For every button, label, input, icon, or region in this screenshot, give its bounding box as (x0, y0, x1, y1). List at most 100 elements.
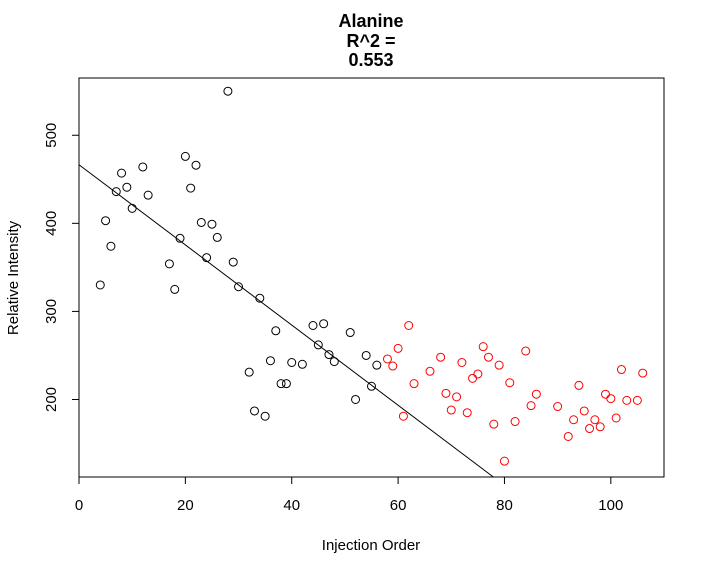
data-point-series-1 (196, 217, 206, 227)
data-point-series-1 (117, 168, 127, 178)
data-point-series-1 (345, 328, 355, 338)
data-point-series-2 (473, 369, 483, 379)
data-point-series-2 (409, 379, 419, 389)
data-point-series-1 (186, 183, 196, 193)
data-point-series-2 (425, 366, 435, 376)
data-point-series-2 (452, 392, 462, 402)
data-point-series-1 (313, 340, 323, 350)
data-point-series-1 (260, 411, 270, 421)
data-point-series-2 (382, 354, 392, 364)
title-line-1: Alanine (338, 11, 403, 31)
regression-line-group (78, 164, 494, 478)
data-point-series-2 (622, 395, 632, 405)
data-point-series-1 (202, 253, 212, 263)
data-point-series-1 (223, 86, 233, 96)
data-point-series-2 (478, 342, 488, 352)
data-point-series-1 (361, 350, 371, 360)
y-axis: 200 300 400 500 (43, 123, 80, 412)
x-axis-label: Injection Order (322, 537, 420, 554)
x-tick-label: 100 (598, 497, 623, 514)
data-point-series-1 (212, 232, 222, 242)
data-point-series-1 (175, 233, 185, 243)
data-point-series-1 (106, 241, 116, 251)
y-tick-label: 400 (43, 211, 60, 236)
data-point-series-1 (170, 284, 180, 294)
data-point-series-2 (601, 389, 610, 399)
data-point-series-2 (398, 411, 408, 421)
data-point-series-1 (95, 280, 105, 290)
data-point-series-2 (563, 431, 573, 441)
regression-line (78, 164, 494, 478)
data-point-series-1 (111, 187, 121, 197)
y-tick-label: 200 (43, 387, 60, 412)
title-line-2: R^2 = (346, 31, 395, 51)
data-point-series-2 (526, 401, 536, 411)
data-point-series-2 (462, 408, 472, 418)
data-point-series-2 (585, 424, 595, 434)
data-point-series-1 (329, 357, 339, 367)
data-point-series-2 (569, 415, 579, 425)
data-point-series-2 (393, 343, 403, 353)
data-point-series-2 (484, 352, 493, 362)
x-tick-label: 20 (177, 497, 194, 514)
x-axis: 0 20 40 60 80 100 (75, 476, 623, 514)
data-point-series-2 (404, 321, 414, 331)
data-point-series-1 (250, 406, 259, 416)
title-line-3: 0.553 (348, 50, 393, 70)
data-point-series-1 (207, 219, 217, 229)
data-point-series-1 (351, 394, 361, 404)
data-point-series-2 (531, 389, 541, 399)
data-point-series-2 (579, 406, 589, 416)
data-point-series-2 (436, 352, 446, 362)
data-point-series-2 (446, 405, 456, 415)
data-point-series-1 (319, 319, 329, 329)
data-point-series-1 (276, 379, 286, 389)
data-point-series-1 (255, 293, 265, 303)
data-point-series-2 (441, 388, 451, 398)
data-point-series-1 (191, 160, 201, 170)
data-point-series-2 (489, 419, 499, 429)
data-point-series-2 (632, 395, 642, 405)
x-tick-label: 80 (496, 497, 513, 514)
data-point-series-1 (180, 151, 190, 161)
data-point-series-2 (606, 394, 616, 404)
data-point-series-1 (367, 381, 376, 391)
data-point-series-1 (122, 182, 132, 192)
data-point-series-1 (228, 257, 238, 267)
data-point-series-2 (638, 368, 648, 378)
data-point-series-1 (265, 356, 275, 366)
chart-title: Alanine R^2 = 0.553 (338, 11, 403, 70)
data-point-series-1 (244, 367, 254, 377)
data-point-series-2 (574, 380, 584, 390)
data-point-series-1 (297, 359, 307, 369)
y-tick-label: 300 (43, 299, 60, 324)
data-point-series-1 (308, 321, 318, 331)
data-point-series-2 (494, 360, 504, 370)
x-tick-label: 60 (390, 497, 407, 514)
data-point-series-2 (553, 402, 563, 412)
data-point-series-2 (611, 413, 621, 423)
x-tick-label: 40 (283, 497, 300, 514)
data-point-series-1 (127, 203, 137, 213)
data-point-series-1 (281, 379, 291, 389)
data-point-series-1 (101, 216, 111, 226)
data-points (95, 86, 648, 466)
data-point-series-2 (590, 415, 600, 425)
x-tick-label: 0 (75, 497, 83, 514)
data-point-series-1 (372, 360, 382, 370)
y-tick-label: 500 (43, 123, 60, 148)
data-point-series-2 (457, 357, 467, 367)
data-point-series-2 (388, 361, 398, 371)
data-point-series-1 (138, 162, 148, 172)
data-point-series-1 (324, 350, 334, 360)
data-point-series-1 (143, 190, 153, 200)
data-point-series-2 (505, 378, 515, 388)
data-point-series-1 (164, 259, 174, 269)
y-axis-label: Relative Intensity (5, 220, 22, 335)
data-point-series-2 (510, 417, 520, 427)
data-point-series-1 (271, 326, 281, 336)
data-point-series-2 (499, 456, 509, 466)
data-point-series-1 (287, 357, 297, 367)
data-point-series-2 (521, 346, 531, 356)
